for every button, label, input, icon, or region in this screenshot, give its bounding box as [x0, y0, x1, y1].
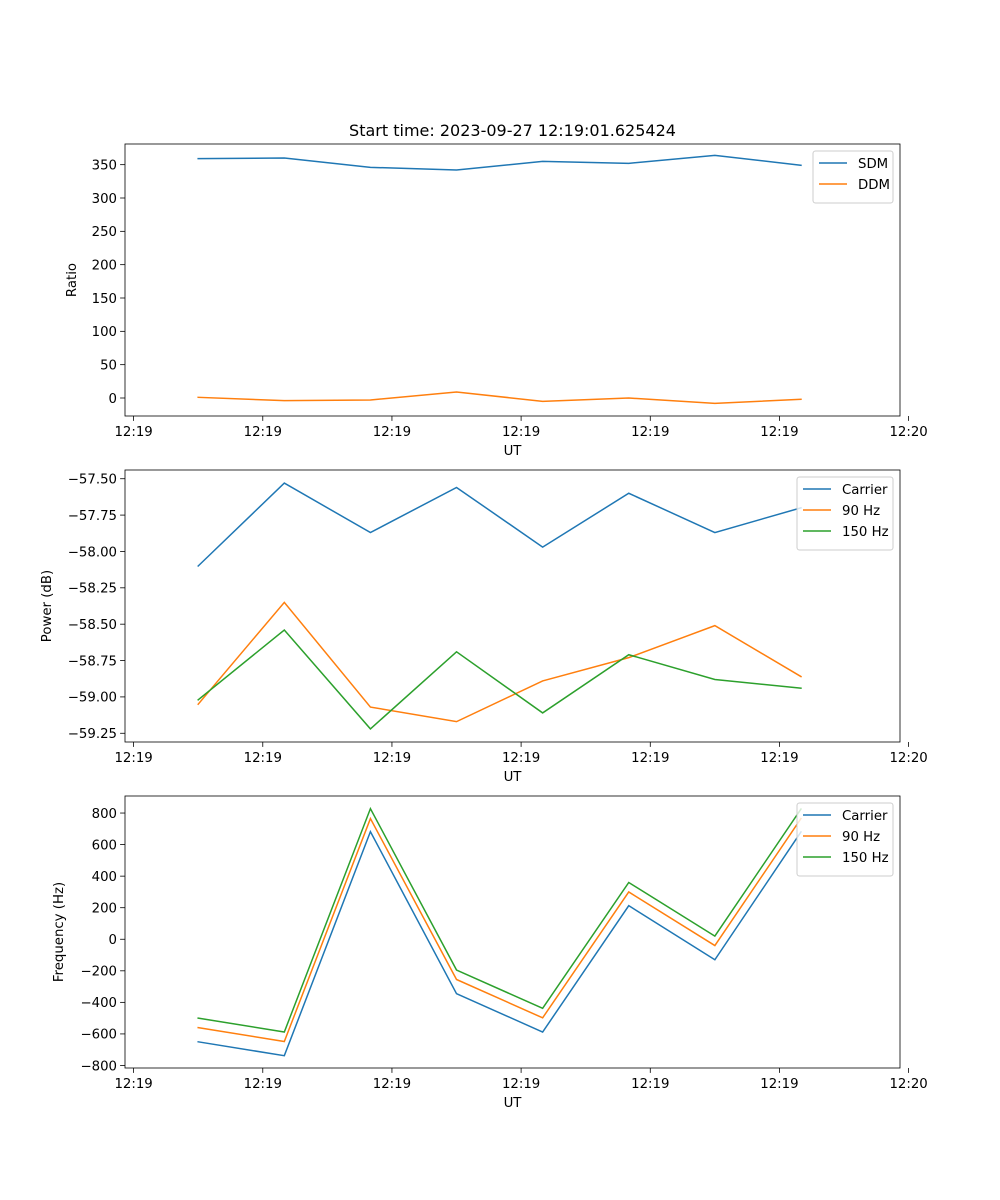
- x-tick-label: 12:19: [244, 425, 282, 440]
- x-tick-label: 12:19: [114, 425, 152, 440]
- series-line-carrier: [197, 482, 802, 568]
- legend-entry-label: DDM: [858, 178, 890, 193]
- x-tick-label: 12:19: [244, 1077, 282, 1092]
- y-tick-label: 350: [92, 158, 117, 173]
- y-tick-label: −58.50: [68, 618, 117, 633]
- legend-entry-label: 90 Hz: [842, 504, 880, 519]
- axes-frame: [124, 469, 901, 743]
- y-tick-label: 50: [100, 358, 117, 373]
- x-axis-label: UT: [504, 444, 523, 459]
- x-tick-label: 12:19: [502, 751, 540, 766]
- axes-frame: [124, 143, 901, 417]
- y-tick-label: 300: [92, 192, 117, 207]
- series-line-90-hz: [197, 601, 802, 723]
- subplot-2: 12:19 12:19 12:19 12:19 12:19 12:19 12:20 −59.2…: [40, 469, 928, 785]
- x-tick-label: 12:19: [114, 751, 152, 766]
- y-tick-label: 0: [109, 933, 117, 948]
- x-tick-label: 12:19: [760, 425, 798, 440]
- y-tick-label: −600: [80, 1028, 117, 1043]
- series-line-ddm: [197, 391, 802, 405]
- subplot-3: 12:19 12:19 12:19 12:19 12:19 12:19 12:20 −800 −…: [52, 795, 928, 1111]
- legend-entry-label: 150 Hz: [842, 851, 889, 866]
- x-tick-label: 12:19: [631, 1077, 669, 1092]
- y-tick-label: −400: [80, 996, 117, 1011]
- x-tick-label: 12:19: [631, 751, 669, 766]
- x-tick-label: 12:19: [373, 425, 411, 440]
- series-line-150-hz: [197, 628, 802, 730]
- x-tick-label: 12:19: [760, 1077, 798, 1092]
- y-tick-label: −57.50: [68, 473, 117, 488]
- y-axis-label: Frequency (Hz): [52, 882, 67, 982]
- legend: Carrier 90 Hz 150 Hz: [796, 802, 894, 877]
- y-tick-label: 150: [92, 292, 117, 307]
- axes-frame: [124, 795, 901, 1069]
- x-tick-label: 12:20: [889, 1077, 927, 1092]
- legend-box: [812, 150, 894, 204]
- y-tick-label: 200: [92, 902, 117, 917]
- y-tick-label: 250: [92, 225, 117, 240]
- y-tick-label: 200: [92, 258, 117, 273]
- x-axis-label: UT: [504, 770, 523, 785]
- y-tick-label: 0: [109, 392, 117, 407]
- x-tick-label: 12:19: [373, 751, 411, 766]
- x-tick-label: 12:19: [631, 425, 669, 440]
- y-tick-label: 400: [92, 870, 117, 885]
- x-tick-label: 12:19: [502, 1077, 540, 1092]
- legend-entry-label: Carrier: [842, 809, 888, 824]
- y-tick-label: −200: [80, 965, 117, 980]
- x-tick-label: 12:19: [373, 1077, 411, 1092]
- chart-title: Start time: 2023-09-27 12:19:01.625424: [349, 121, 676, 140]
- x-tick-label: 12:19: [244, 751, 282, 766]
- y-tick-label: −58.75: [68, 654, 117, 669]
- x-tick-label: 12:19: [502, 425, 540, 440]
- legend-entry-label: SDM: [858, 157, 888, 172]
- series-line-carrier: [197, 829, 803, 1057]
- x-tick-label: 12:19: [760, 751, 798, 766]
- x-tick-label: 12:20: [889, 425, 927, 440]
- x-axis-label: UT: [504, 1096, 523, 1111]
- y-tick-label: −57.75: [68, 509, 117, 524]
- legend: Carrier 90 Hz 150 Hz: [796, 476, 894, 551]
- x-tick-label: 12:19: [114, 1077, 152, 1092]
- y-tick-label: −59.25: [68, 727, 117, 742]
- y-axis-label: Power (dB): [40, 570, 55, 642]
- subplot-1: Start time: 2023-09-27 12:19:01.625424 12…: [65, 121, 928, 459]
- y-tick-label: 100: [92, 325, 117, 340]
- y-tick-label: 800: [92, 807, 117, 822]
- legend-entry-label: 150 Hz: [842, 525, 889, 540]
- y-tick-label: 600: [92, 838, 117, 853]
- x-tick-label: 12:20: [889, 751, 927, 766]
- series-line-sdm: [197, 154, 802, 171]
- legend-entry-label: Carrier: [842, 483, 888, 498]
- legend: SDM DDM: [812, 150, 894, 204]
- y-tick-label: −59.00: [68, 691, 117, 706]
- y-tick-label: −58.00: [68, 545, 117, 560]
- y-tick-label: −800: [80, 1059, 117, 1074]
- legend-entry-label: 90 Hz: [842, 830, 880, 845]
- y-tick-label: −58.25: [68, 582, 117, 597]
- y-axis-label: Ratio: [65, 263, 80, 297]
- series-line-150-hz: [197, 806, 803, 1033]
- series-line-90-hz: [197, 816, 803, 1043]
